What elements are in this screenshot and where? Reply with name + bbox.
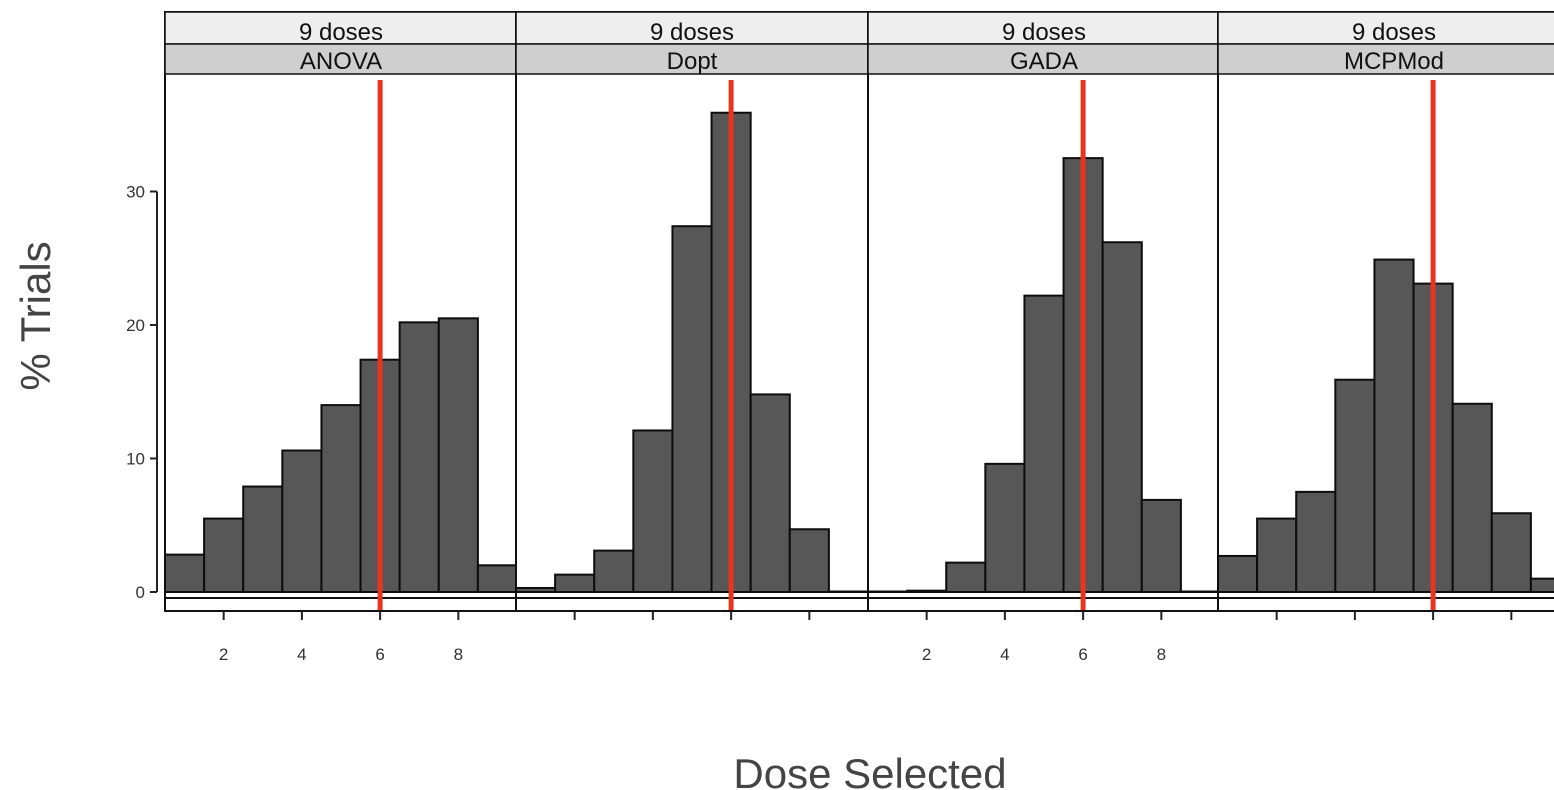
bar xyxy=(1256,517,1298,594)
strip-top-label: 9 doses xyxy=(650,19,734,46)
bar xyxy=(867,590,909,593)
bar xyxy=(398,321,440,593)
bar xyxy=(476,564,518,593)
bar xyxy=(242,485,284,593)
strip-top-label: 9 doses xyxy=(1352,19,1436,46)
x-tick-label: 2 xyxy=(219,645,228,664)
x-tick-label: 6 xyxy=(1078,645,1087,664)
strip-bottom-box xyxy=(867,43,1221,75)
strip-bottom-label: MCPMod xyxy=(1344,48,1444,75)
y-tick-label: 0 xyxy=(136,583,145,602)
bar xyxy=(554,573,596,594)
bar xyxy=(1101,241,1143,593)
bar xyxy=(593,549,635,593)
bar xyxy=(1490,512,1532,593)
bar xyxy=(749,393,791,594)
bar xyxy=(1023,294,1065,593)
y-tick-label: 10 xyxy=(126,450,145,469)
x-tick-label: 4 xyxy=(297,645,306,664)
bar xyxy=(164,553,206,593)
bar xyxy=(1529,577,1554,594)
strip-bottom-box xyxy=(515,43,869,75)
strip-bottom-box xyxy=(164,43,518,75)
x-tick-label: 4 xyxy=(1000,645,1009,664)
x-axis-label: Dose Selected xyxy=(733,750,1006,790)
bar xyxy=(671,225,713,594)
bar xyxy=(1373,258,1415,593)
bar xyxy=(515,586,557,593)
x-tick-label: 8 xyxy=(1157,645,1166,664)
strip-bottom-label: ANOVA xyxy=(300,48,382,75)
strip-bottom-label: GADA xyxy=(1010,48,1078,75)
strip-top-box xyxy=(867,11,1221,45)
bar xyxy=(281,449,323,593)
bar xyxy=(1295,490,1337,593)
bar xyxy=(827,590,870,593)
x-tick-label: 6 xyxy=(375,645,384,664)
bar xyxy=(1140,498,1182,594)
bar xyxy=(1179,590,1222,593)
bar xyxy=(945,561,987,594)
bar xyxy=(320,404,362,593)
bar xyxy=(906,589,948,593)
x-tick-label: 8 xyxy=(454,645,463,664)
bar xyxy=(437,317,479,593)
y-tick-label: 30 xyxy=(126,183,145,202)
strip-top-box xyxy=(1217,11,1554,45)
bar xyxy=(1451,402,1493,594)
strip-top-label: 9 doses xyxy=(1002,19,1086,46)
bar xyxy=(984,462,1026,593)
bar xyxy=(788,528,830,594)
x-tick-label: 2 xyxy=(922,645,931,664)
bar xyxy=(632,429,674,593)
bar xyxy=(203,517,245,594)
strip-bottom-box xyxy=(1217,43,1554,75)
bar xyxy=(1334,378,1376,593)
bar xyxy=(1217,554,1259,594)
strip-top-label: 9 doses xyxy=(299,19,383,46)
strip-bottom-label: Dopt xyxy=(667,48,718,75)
y-axis-label: % Trials xyxy=(12,241,59,390)
y-tick-label: 20 xyxy=(126,316,145,335)
